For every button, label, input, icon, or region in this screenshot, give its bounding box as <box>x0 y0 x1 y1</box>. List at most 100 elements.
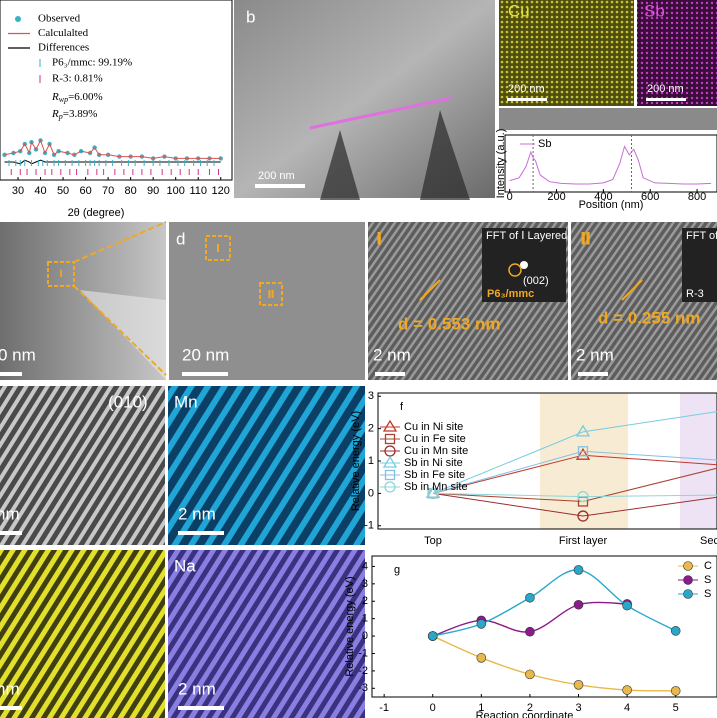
fft-title: FFT of <box>686 230 717 242</box>
marker-box <box>205 235 231 261</box>
y-axis-title: Relative energy (eV) <box>350 411 362 511</box>
scale-text: nm <box>0 679 20 698</box>
data-point <box>476 619 487 629</box>
legend-label: Cu in Mn site <box>404 445 468 457</box>
marker <box>427 487 439 500</box>
legend-label: R-3: 0.81% <box>52 73 103 85</box>
legend-label: S <box>704 574 711 586</box>
x-tick-label: 90 <box>147 185 159 197</box>
y-tick-label: 2 <box>368 423 374 435</box>
data-point <box>525 626 535 637</box>
marker <box>577 510 589 522</box>
marker-box <box>259 282 283 306</box>
spacing-mark <box>419 279 441 301</box>
region-mark: Ⅰ <box>376 229 382 248</box>
x-tick-label: 400 <box>594 191 612 203</box>
scale-bar <box>178 706 224 710</box>
phase-label: P6₃/mmc <box>487 288 534 300</box>
data-line <box>4 159 221 165</box>
data-point <box>622 600 632 611</box>
x-tick-label: 800 <box>688 191 706 203</box>
fit-factor-part: =3.89% <box>63 108 98 120</box>
scale-text: 200 nm <box>508 83 545 95</box>
legend-label: P6₃/mmc: 99.19% <box>52 57 132 69</box>
x-tick-label: 2 <box>527 702 533 714</box>
data-point <box>218 156 223 161</box>
shadow <box>320 110 470 200</box>
legend-label: Sb in Mn site <box>404 481 468 493</box>
marker <box>577 446 589 457</box>
scale-bar <box>646 98 686 101</box>
x-tick-label: -1 <box>379 702 389 714</box>
map-label: Na <box>174 556 196 575</box>
x-tick-label: 70 <box>102 185 114 197</box>
x-tick-label: 80 <box>125 185 137 197</box>
data-point <box>427 631 438 641</box>
x-tick-label: Top <box>424 535 442 547</box>
scale-bar <box>255 184 305 188</box>
tem-image <box>169 222 365 380</box>
y-tick-label: 2 <box>362 595 368 607</box>
x-tick-label: 50 <box>57 185 69 197</box>
y-tick-label: 1 <box>368 455 374 467</box>
scale-text: 2 nm <box>576 345 614 364</box>
data-point <box>573 599 584 610</box>
legend-marker <box>683 589 693 599</box>
legend-marker <box>384 469 396 481</box>
panel-hr1: Ⅰ FFT of Ⅰ Layered (002) P6₃/mmc d = 0.5… <box>368 222 568 380</box>
spacing-label: d = 0.553 nm <box>398 314 501 333</box>
data-point <box>573 565 584 575</box>
strip-image <box>499 108 717 130</box>
legend-label: Sb in Fe site <box>404 469 465 481</box>
legend-label: Sb in Ni site <box>404 457 463 469</box>
y-tick-label: -1 <box>358 647 368 659</box>
map-label: Cu <box>508 1 530 20</box>
data-line <box>432 569 677 637</box>
eds-maps: Cu Sb 200 nm 200 nm <box>499 0 717 130</box>
data-line <box>432 492 717 517</box>
fft-circle <box>508 263 522 277</box>
panel-d: d Ⅰ Ⅱ 20 nm <box>169 222 365 380</box>
data-line <box>432 411 717 494</box>
x-axis-title: 2θ (degree) <box>68 207 125 219</box>
phase-label: R-3 <box>686 288 704 300</box>
map-label: Mn <box>174 392 198 411</box>
x-tick-label: 200 <box>547 191 565 203</box>
fit-factor-part: R <box>51 108 59 120</box>
x-tick-label: 4 <box>624 702 630 714</box>
fit-factor-part: R <box>51 91 59 103</box>
scale-text: 2 nm <box>178 504 216 523</box>
marker <box>575 447 591 460</box>
x-tick-label: 5 <box>673 702 679 714</box>
y-tick-label: 4 <box>362 560 368 572</box>
legend-marker <box>384 481 396 493</box>
legend-marker <box>382 419 398 432</box>
x-tick-label: 30 <box>12 185 24 197</box>
fft-spot <box>520 261 528 269</box>
x-axis-title: Reaction coordinate <box>476 710 574 718</box>
x-axis-title: Position (nm) <box>579 199 644 211</box>
scale-text: 200 nm <box>258 170 295 182</box>
haadf-image <box>0 386 165 545</box>
y-tick-label: -2 <box>358 665 368 677</box>
legend-label: Cu in Fe site <box>404 433 466 445</box>
data-line <box>432 450 717 494</box>
region-mark: Ⅱ <box>580 229 591 248</box>
fit-factor-part: p <box>58 112 63 121</box>
marker <box>577 490 589 503</box>
fit-factor-part: =6.00% <box>68 91 103 103</box>
data-line <box>432 635 676 692</box>
legend-label: S <box>704 588 711 600</box>
cu-lattice-map <box>0 550 165 718</box>
legend-marker <box>683 561 693 571</box>
x-tick-label: 60 <box>79 185 91 197</box>
panel-label: d <box>176 229 185 248</box>
data-point <box>525 669 535 680</box>
fft-spot-label: (002) <box>523 275 549 287</box>
zone-label: (010) <box>108 392 148 411</box>
scale-text: 20 nm <box>182 345 229 364</box>
legend-label: Cu in Ni site <box>404 421 463 433</box>
scale-bar <box>178 531 224 535</box>
legend-marker <box>384 433 396 445</box>
